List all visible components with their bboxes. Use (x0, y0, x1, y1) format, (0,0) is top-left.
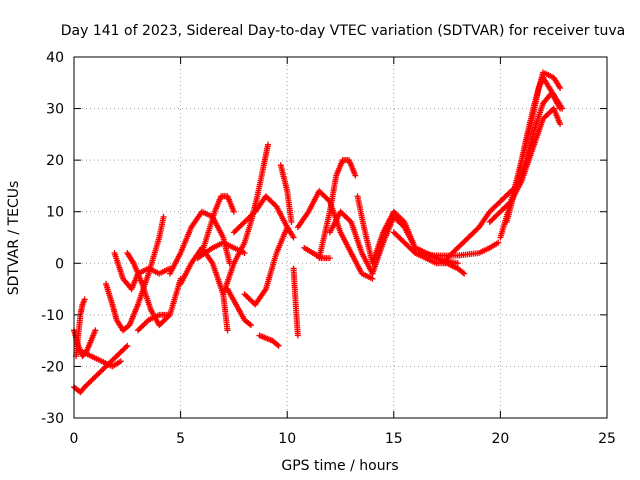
series-arc-19 (290, 265, 301, 339)
series-arc-12 (194, 239, 248, 262)
y-tick-label: 0 (55, 256, 64, 272)
x-axis-ticks: 0 5 10 15 20 25 (70, 57, 616, 447)
data-point (272, 202, 279, 209)
series-arc-15 (230, 193, 291, 236)
data-point (495, 239, 502, 246)
series-arc-18 (277, 162, 295, 226)
x-tick-label: 10 (278, 431, 296, 447)
plot-frame (73, 56, 608, 419)
data-point (557, 84, 564, 91)
y-tick-label: -30 (41, 411, 64, 427)
series-arc-3 (73, 296, 88, 360)
data-point (164, 311, 171, 318)
series-arc-4 (77, 347, 124, 370)
y-axis-label: SDTVAR / TECUs (6, 181, 22, 296)
y-tick-label: 20 (46, 153, 64, 169)
series-arc-32 (486, 105, 564, 226)
series-arc-5 (102, 213, 167, 334)
series-arc-27 (412, 239, 502, 259)
x-axis-label: GPS time / hours (281, 458, 398, 474)
series-arc-11 (198, 193, 237, 256)
data-point (410, 248, 417, 255)
y-tick-label: -20 (41, 359, 64, 375)
data-point (506, 199, 513, 206)
y-tick-label: -10 (41, 308, 64, 324)
data-point (290, 234, 297, 241)
series-arc-22 (316, 157, 359, 262)
data-point (117, 358, 124, 365)
data-point (326, 255, 333, 262)
series-arc-8 (134, 311, 171, 334)
data-point (92, 327, 99, 334)
y-tick-label: 30 (46, 102, 64, 118)
data-point (81, 296, 88, 303)
data-point (274, 341, 281, 348)
data-point (294, 332, 301, 339)
x-tick-label: 15 (385, 431, 403, 447)
series-arc-25 (369, 213, 461, 277)
series-arc-26 (390, 229, 468, 277)
x-tick-label: 25 (598, 431, 616, 447)
data-point (247, 322, 254, 329)
data-point (122, 344, 129, 351)
x-tick-label: 20 (491, 431, 509, 447)
data-point (265, 141, 272, 148)
data-point (352, 172, 359, 179)
y-axis-ticks: -30 -20 -10 0 10 20 30 40 (41, 50, 607, 427)
data-point (454, 260, 461, 267)
series-arc-14 (224, 286, 254, 329)
data-point (246, 321, 253, 328)
chart-title: Day 141 of 2023, Sidereal Day-to-day VTE… (61, 23, 625, 39)
data-point (557, 105, 564, 112)
data-point (241, 249, 248, 256)
series-arc-16 (241, 224, 297, 308)
data-point (230, 208, 237, 215)
y-tick-label: 10 (46, 205, 64, 221)
grid (74, 57, 607, 418)
series-arc-31 (514, 90, 564, 189)
y-tick-label: 40 (46, 50, 64, 66)
data-point (124, 342, 131, 349)
data-point (224, 327, 231, 334)
x-tick-label: 5 (176, 431, 185, 447)
data-point (557, 121, 564, 128)
data-point (275, 342, 282, 349)
data-point (369, 275, 376, 282)
data-point (400, 222, 407, 229)
series-arc-28 (444, 182, 521, 262)
data-point (288, 219, 295, 226)
data-series (71, 69, 566, 396)
data-point (144, 318, 151, 325)
data-point (160, 213, 167, 220)
data-point (459, 269, 466, 276)
series-arc-17 (256, 332, 282, 349)
data-point (346, 217, 353, 224)
data-point (461, 270, 468, 277)
x-tick-label: 0 (70, 431, 79, 447)
